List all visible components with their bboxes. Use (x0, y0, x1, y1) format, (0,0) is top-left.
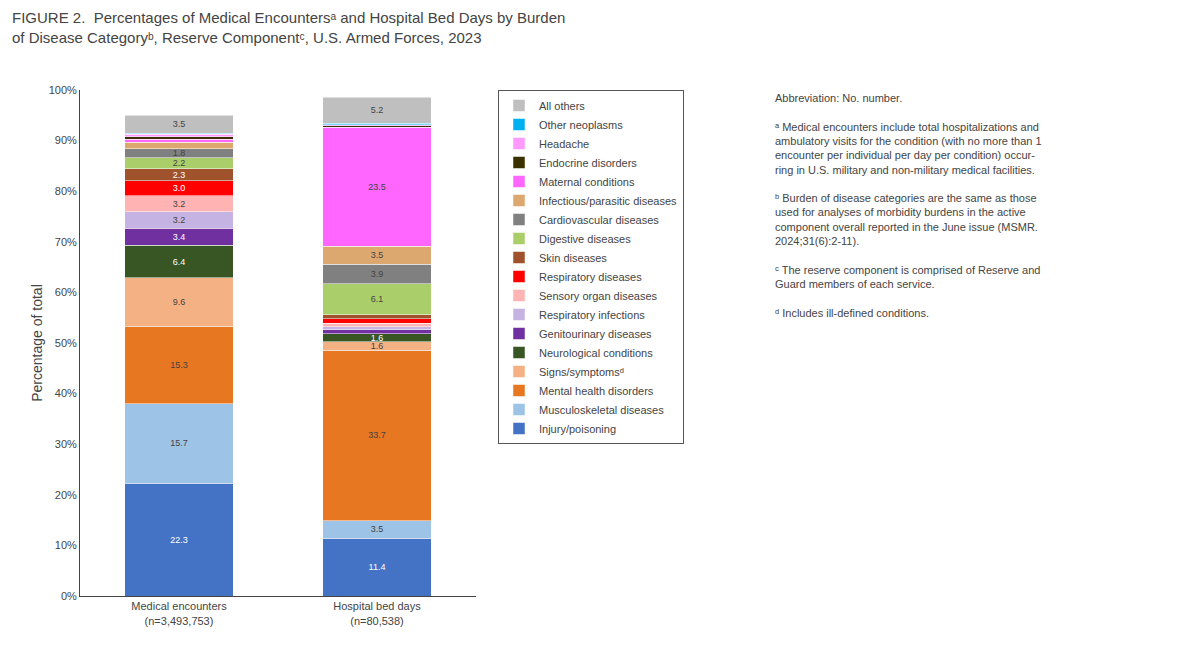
svg-text:22.3: 22.3 (170, 535, 188, 545)
svg-text:5.2: 5.2 (371, 105, 384, 115)
svg-text:11.4: 11.4 (369, 562, 386, 572)
svg-text:60%: 60% (55, 286, 77, 298)
svg-text:Skin diseases: Skin diseases (539, 252, 607, 264)
svg-text:Hospital bed days(n=80,538): Hospital bed days(n=80,538) (333, 600, 421, 626)
svg-text:6.1: 6.1 (371, 294, 384, 304)
svg-text:50%: 50% (55, 337, 77, 349)
svg-text:3.2: 3.2 (173, 199, 186, 209)
svg-text:Musculoskeletal diseases: Musculoskeletal diseases (539, 404, 664, 416)
svg-text:80%: 80% (55, 185, 77, 197)
svg-text:Percentage of total: Percentage of total (29, 284, 45, 402)
svg-text:23.5: 23.5 (368, 182, 386, 192)
svg-text:3.5: 3.5 (173, 119, 186, 129)
svg-text:Headache: Headache (539, 138, 589, 150)
svg-text:All others: All others (539, 100, 585, 112)
svg-text:15.7: 15.7 (170, 438, 188, 448)
svg-text:Genitourinary diseases: Genitourinary diseases (539, 328, 652, 340)
svg-text:Abbreviation: No. number.ᵃ Med: Abbreviation: No. number.ᵃ Medical encou… (775, 92, 1042, 319)
svg-text:Medical encounters(n=3,493,753: Medical encounters(n=3,493,753) (131, 600, 227, 626)
svg-text:33.7: 33.7 (368, 430, 386, 440)
svg-text:FIGURE 2. Percentages of Medi: FIGURE 2. Percentages of Medical Encount… (12, 9, 565, 46)
svg-text:3.2: 3.2 (173, 215, 186, 225)
svg-text:Digestive diseases: Digestive diseases (539, 233, 631, 245)
svg-text:Neurological conditions: Neurological conditions (539, 347, 653, 359)
svg-text:40%: 40% (55, 387, 77, 399)
svg-text:1.8: 1.8 (173, 148, 186, 158)
svg-text:2.2: 2.2 (173, 158, 186, 168)
svg-text:3.4: 3.4 (173, 232, 186, 242)
svg-text:2.3: 2.3 (173, 170, 186, 180)
svg-text:10%: 10% (55, 539, 77, 551)
svg-text:3.5: 3.5 (371, 250, 384, 260)
svg-text:100%: 100% (49, 84, 77, 96)
svg-text:Sensory organ diseases: Sensory organ diseases (539, 290, 658, 302)
svg-text:Endocrine disorders: Endocrine disorders (539, 157, 637, 169)
svg-text:6.4: 6.4 (173, 257, 186, 267)
svg-text:70%: 70% (55, 236, 77, 248)
svg-text:9.6: 9.6 (173, 297, 186, 307)
svg-text:0%: 0% (61, 590, 77, 602)
svg-text:Cardiovascular diseases: Cardiovascular diseases (539, 214, 659, 226)
svg-text:20%: 20% (55, 489, 77, 501)
svg-text:3.0: 3.0 (173, 183, 186, 193)
svg-text:Signs/symptomsᵈ: Signs/symptomsᵈ (539, 366, 624, 378)
svg-text:Infectious/parasitic diseases: Infectious/parasitic diseases (539, 195, 677, 207)
svg-text:Injury/poisoning: Injury/poisoning (539, 423, 616, 435)
svg-text:Respiratory diseases: Respiratory diseases (539, 271, 642, 283)
svg-text:1.6: 1.6 (371, 341, 384, 351)
svg-text:1.6: 1.6 (371, 333, 384, 343)
svg-text:3.5: 3.5 (371, 524, 384, 534)
svg-text:30%: 30% (55, 438, 77, 450)
svg-text:3.9: 3.9 (371, 269, 384, 279)
svg-text:Mental health disorders: Mental health disorders (539, 385, 654, 397)
svg-text:15.3: 15.3 (170, 360, 188, 370)
svg-text:Respiratory infections: Respiratory infections (539, 309, 645, 321)
svg-text:Maternal conditions: Maternal conditions (539, 176, 635, 188)
svg-text:Other neoplasms: Other neoplasms (539, 119, 623, 131)
svg-text:90%: 90% (55, 134, 77, 146)
